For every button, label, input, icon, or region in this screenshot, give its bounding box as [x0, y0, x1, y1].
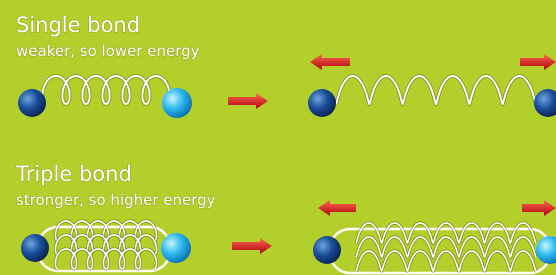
atom: [536, 236, 556, 264]
atom: [21, 234, 49, 262]
arrow: [520, 54, 556, 70]
spring: [356, 223, 536, 243]
arrow: [228, 93, 268, 109]
atom: [162, 88, 192, 118]
atom: [161, 233, 191, 263]
atom: [534, 89, 556, 117]
title: Single bond: [16, 13, 140, 37]
page: Single bond weaker, so lower energy Trip…: [0, 0, 556, 275]
arrow: [232, 238, 272, 254]
arrow: [318, 200, 356, 216]
atom: [308, 89, 336, 117]
diagram: Single bond weaker, so lower energy Trip…: [0, 0, 556, 275]
spring-shadow: [42, 76, 169, 104]
atom: [18, 89, 46, 117]
subtitle: stronger, so higher energy: [16, 191, 216, 209]
bond-outline: [330, 229, 550, 273]
title: Triple bond: [15, 162, 132, 186]
arrow: [310, 54, 350, 70]
subtitle: weaker, so lower energy: [16, 42, 200, 60]
arrow: [522, 200, 556, 216]
spring-shadow: [56, 249, 157, 269]
atom: [313, 236, 341, 264]
